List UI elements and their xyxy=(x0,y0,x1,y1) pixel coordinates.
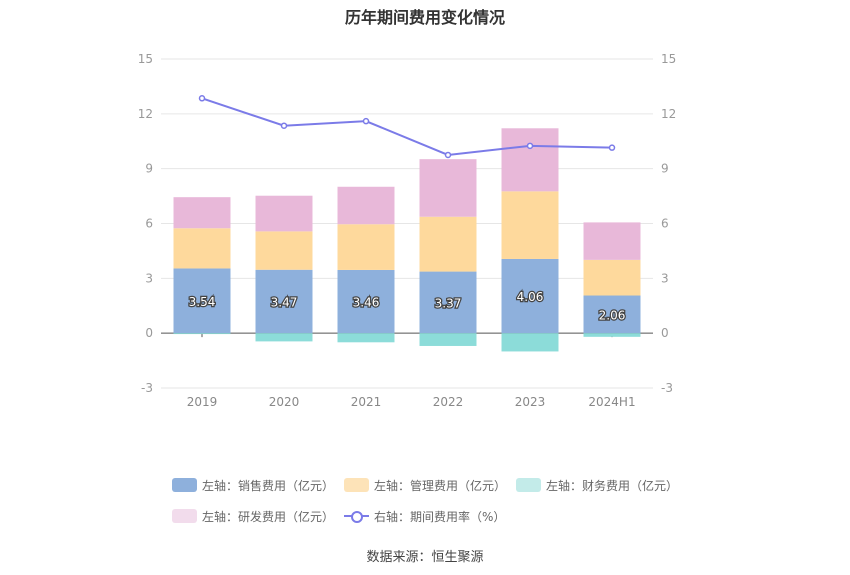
bar-admin xyxy=(501,191,559,259)
legend-item-admin[interactable]: 左轴：管理费用（亿元） xyxy=(344,477,516,494)
x-tick-label: 2021 xyxy=(351,395,382,409)
y-right-tick-label: 15 xyxy=(661,52,676,66)
bar-data-label: 3.54 xyxy=(189,295,216,309)
bar-sales xyxy=(173,268,231,334)
bar-sales xyxy=(337,269,395,334)
bar-rnd xyxy=(255,195,313,232)
legend-label-finance: 左轴：财务费用（亿元） xyxy=(546,478,679,493)
x-tick-label: 2024H1 xyxy=(588,395,635,409)
y-left-tick-label: 0 xyxy=(145,326,153,340)
expense-ratio-point xyxy=(198,95,206,102)
y-left-tick-label: -3 xyxy=(141,381,153,395)
bar-finance xyxy=(419,333,477,346)
bar-data-label: 2.06 xyxy=(599,308,626,322)
bar-rnd xyxy=(173,197,231,229)
x-tick-label: 2020 xyxy=(269,395,300,409)
chart-canvas: 15 12 9 6 3 0 -3 15 12 9 6 3 0 -3 2019 2020 2021 2022 2023… xyxy=(138,52,677,409)
bar-finance xyxy=(337,333,395,343)
bar-finance xyxy=(173,333,231,335)
legend-label-admin: 左轴：管理费用（亿元） xyxy=(374,478,507,493)
legend-row-2: 左轴：研发费用（亿元） 右轴：期间费用率（%） xyxy=(172,505,692,527)
legend-row-1: 左轴：销售费用（亿元） 左轴：管理费用（亿元） 左轴：财务费用（亿元） xyxy=(172,474,692,496)
y-left-tick-label: 15 xyxy=(138,52,153,66)
bar-admin xyxy=(337,224,395,270)
y-right-tick-label: -3 xyxy=(661,381,673,395)
bar-data-label: 3.47 xyxy=(271,295,298,309)
legend-item-expense-ratio[interactable]: 右轴：期间费用率（%） xyxy=(344,508,516,525)
legend-item-rnd[interactable]: 左轴：研发费用（亿元） xyxy=(172,508,344,525)
bar-sales xyxy=(501,258,559,334)
expense-ratio-point xyxy=(608,144,616,151)
legend-label-rnd: 左轴：研发费用（亿元） xyxy=(202,509,335,524)
bar-data-label: 3.37 xyxy=(435,296,462,310)
y-right-tick-label: 0 xyxy=(661,326,669,340)
bar-finance xyxy=(501,333,559,352)
x-tick-label: 2019 xyxy=(187,395,218,409)
bar-rnd xyxy=(337,186,395,225)
y-left-tick-label: 9 xyxy=(145,162,153,176)
data-source: 数据来源：恒生聚源 xyxy=(366,550,484,565)
bar-sales xyxy=(419,271,477,334)
bar-sales xyxy=(583,295,641,334)
y-right-tick-label: 3 xyxy=(661,271,669,285)
expense-ratio-point xyxy=(280,122,288,129)
legend-item-sales[interactable]: 左轴：销售费用（亿元） xyxy=(172,477,344,494)
expense-ratio-point xyxy=(526,142,534,150)
legend: 左轴：销售费用（亿元） 左轴：管理费用（亿元） 左轴：财务费用（亿元） 左轴：研… xyxy=(172,474,692,536)
bar-data-label: 4.06 xyxy=(517,290,544,304)
legend-swatch-finance xyxy=(516,478,541,492)
bar-sales xyxy=(255,269,313,334)
bar-rnd xyxy=(419,159,477,217)
bar-admin xyxy=(419,216,477,272)
bar-rnd xyxy=(583,222,641,260)
bar-admin xyxy=(173,228,231,269)
chart-title: 历年期间费用变化情况 xyxy=(344,8,505,27)
y-left-tick-label: 6 xyxy=(145,217,153,231)
bar-admin xyxy=(255,231,313,270)
y-right-tick-label: 9 xyxy=(661,162,669,176)
bar-data-label: 3.46 xyxy=(353,296,380,310)
legend-swatch-rnd xyxy=(172,509,197,523)
legend-label-expense-ratio: 右轴：期间费用率（%） xyxy=(374,509,506,524)
expense-ratio-line xyxy=(201,97,613,156)
legend-swatch-sales xyxy=(172,478,197,492)
y-left-tick-label: 3 xyxy=(145,271,153,285)
bar-rnd xyxy=(501,128,559,192)
x-tick-label: 2022 xyxy=(433,395,464,409)
legend-line-marker-icon xyxy=(344,509,369,523)
expense-ratio-point xyxy=(362,117,370,125)
expense-ratio-point xyxy=(444,151,452,159)
legend-label-sales: 左轴：销售费用（亿元） xyxy=(202,478,335,493)
y-left-tick-label: 12 xyxy=(138,107,153,121)
bar-finance xyxy=(583,333,641,337)
legend-item-finance[interactable]: 左轴：财务费用（亿元） xyxy=(516,477,688,494)
y-right-tick-label: 6 xyxy=(661,217,669,231)
x-tick-label: 2023 xyxy=(515,395,546,409)
bar-admin xyxy=(583,259,641,296)
legend-swatch-admin xyxy=(344,478,369,492)
bar-finance xyxy=(255,333,313,342)
y-right-tick-label: 12 xyxy=(661,107,676,121)
